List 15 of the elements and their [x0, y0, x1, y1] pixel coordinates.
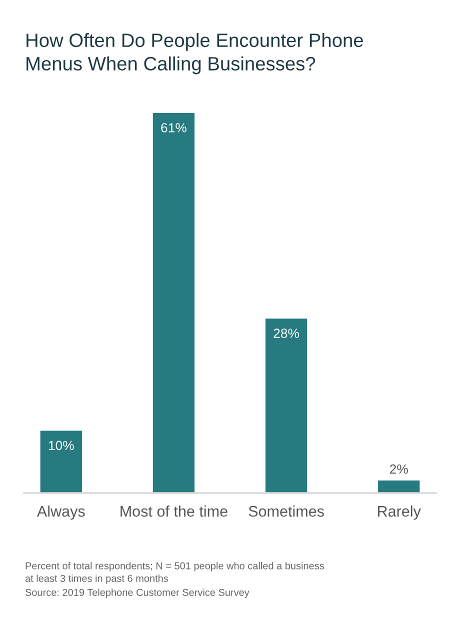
bar	[378, 480, 420, 493]
data-label: 2%	[390, 464, 408, 474]
source-note: Source: 2019 Telephone Customer Service Survey	[25, 588, 250, 598]
x-tick-label: Always	[36, 506, 85, 520]
x-tick-label: Sometimes	[248, 506, 324, 517]
bar	[152, 113, 195, 493]
data-label: 28%	[274, 328, 300, 338]
x-tick-label: Most of the time	[120, 506, 228, 517]
bar	[265, 318, 308, 493]
text: Percent of total respondents; N = 501 people who called a business at least 3 times in past 6 months	[25, 562, 324, 584]
data-label: 10%	[48, 440, 74, 450]
bar	[40, 430, 82, 493]
data-label: 61%	[161, 123, 186, 132]
chart-title: How Often Do People Encounter Phone Menus When Calling Businesses?	[26, 33, 363, 74]
x-tick-label: Rarely	[378, 506, 421, 520]
